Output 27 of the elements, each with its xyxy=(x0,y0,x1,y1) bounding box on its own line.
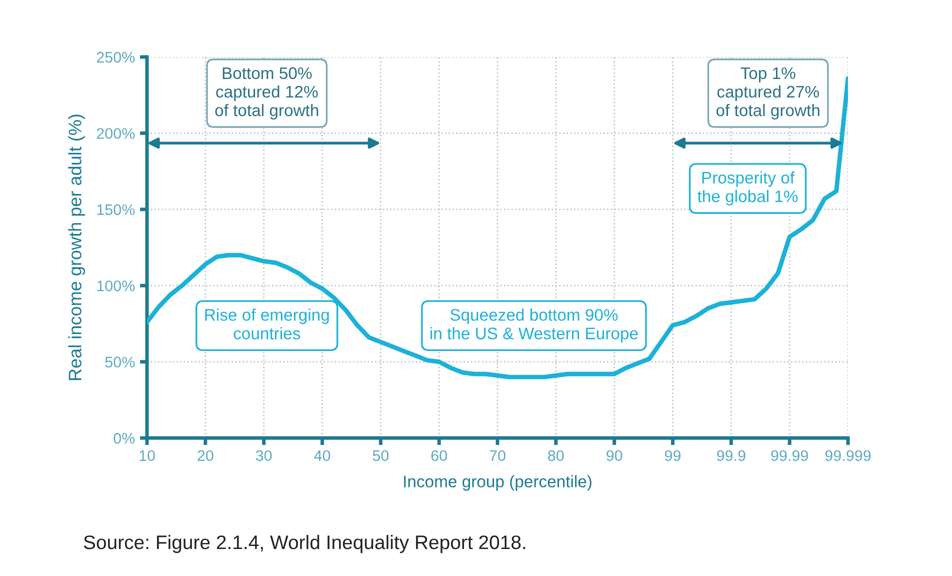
x-tick-label: 20 xyxy=(198,450,214,462)
y-tick-label: 50% xyxy=(105,356,135,368)
x-tick-label: 99 xyxy=(664,450,681,462)
annotation: Squeezed bottom 90% in the US & Western Europe xyxy=(430,308,638,343)
y-axis-title: Real income growth per adult (%) xyxy=(68,114,86,380)
x-tick-label: 99.999 xyxy=(825,450,871,462)
annotation: Top 1% captured 27% of total growth xyxy=(716,67,820,120)
annotation: Prosperity of the global 1% xyxy=(698,171,798,206)
y-tick-label: 0% xyxy=(114,432,135,444)
source-note: Source: Figure 2.1.4, World Inequality Report 2018. xyxy=(84,534,526,554)
y-tick-label: 200% xyxy=(96,128,135,139)
x-axis-title: Income group (percentile) xyxy=(404,475,592,491)
x-tick-label: 80 xyxy=(548,450,564,462)
y-tick-label: 100% xyxy=(97,280,135,292)
annotation: Bottom 50% captured 12% of total growth xyxy=(215,67,318,120)
y-tick-label: 250% xyxy=(96,52,135,63)
x-tick-label: 70 xyxy=(490,450,506,462)
x-tick-label: 10 xyxy=(140,450,155,462)
x-tick-label: 60 xyxy=(431,450,447,462)
x-tick-label: 30 xyxy=(256,450,272,462)
x-tick-label: 40 xyxy=(314,450,330,462)
x-tick-label: 99.99 xyxy=(771,450,808,462)
x-tick-label: 90 xyxy=(606,450,622,462)
y-tick-label: 150% xyxy=(97,204,135,216)
x-tick-label: 50 xyxy=(372,450,389,462)
annotation: Rise of emerging countries xyxy=(205,308,329,340)
x-tick-label: 99.9 xyxy=(717,450,746,462)
